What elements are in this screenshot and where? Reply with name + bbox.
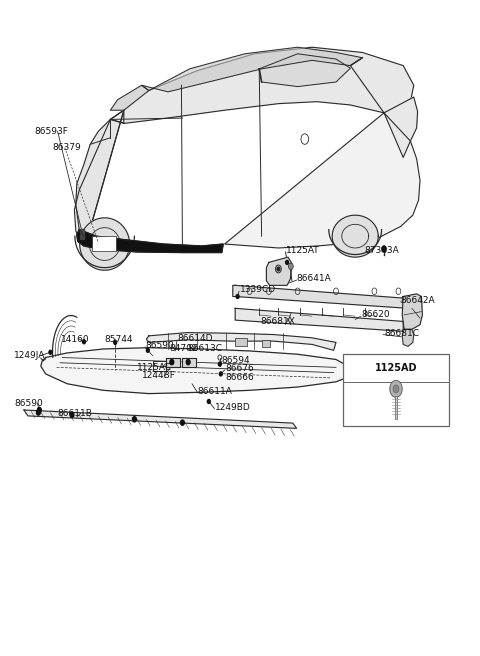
Polygon shape [110, 85, 149, 110]
Text: 86590: 86590 [14, 399, 43, 408]
Circle shape [114, 340, 117, 344]
Circle shape [146, 348, 149, 352]
Circle shape [382, 246, 386, 251]
Text: 1125AT: 1125AT [286, 246, 319, 255]
Polygon shape [41, 348, 350, 394]
Circle shape [288, 263, 293, 270]
Text: 1125AD: 1125AD [375, 363, 417, 373]
Text: 1339CD: 1339CD [240, 285, 276, 295]
Bar [262, 340, 270, 347]
Polygon shape [74, 110, 124, 251]
Circle shape [218, 362, 221, 366]
Text: 1244BF: 1244BF [142, 371, 176, 380]
Circle shape [382, 246, 386, 253]
Circle shape [83, 340, 85, 344]
Circle shape [207, 400, 210, 403]
Text: 86594: 86594 [222, 356, 251, 365]
Polygon shape [384, 97, 418, 157]
Text: 86620: 86620 [361, 310, 390, 319]
Text: 86379: 86379 [53, 143, 82, 152]
Text: 86666: 86666 [226, 373, 254, 382]
Circle shape [393, 385, 399, 393]
Text: 86681X: 86681X [260, 317, 295, 326]
Text: 1125AC: 1125AC [137, 363, 172, 372]
Text: 86681C: 86681C [384, 329, 419, 338]
Text: 86593F: 86593F [35, 127, 69, 136]
Polygon shape [77, 230, 223, 253]
Circle shape [81, 232, 84, 236]
Polygon shape [259, 54, 350, 87]
Bar [92, 236, 116, 251]
Polygon shape [332, 215, 378, 257]
Circle shape [70, 412, 74, 417]
Bar [343, 354, 449, 426]
Text: 86590: 86590 [145, 341, 174, 350]
Polygon shape [76, 110, 124, 251]
Text: 1249JA: 1249JA [14, 351, 46, 360]
Text: 86611A: 86611A [198, 387, 233, 396]
Circle shape [49, 350, 52, 354]
Text: 84702: 84702 [169, 344, 197, 353]
Text: 86613C: 86613C [187, 344, 222, 353]
Circle shape [170, 359, 174, 365]
Text: 87343A: 87343A [365, 246, 399, 255]
Text: 86641A: 86641A [297, 274, 331, 283]
Circle shape [180, 420, 184, 425]
Polygon shape [235, 308, 403, 331]
Polygon shape [233, 285, 410, 308]
Circle shape [286, 260, 288, 264]
Polygon shape [266, 257, 292, 285]
Circle shape [277, 267, 280, 271]
Polygon shape [24, 410, 297, 428]
Text: 1249BD: 1249BD [215, 403, 251, 412]
Circle shape [36, 410, 40, 415]
Circle shape [236, 295, 239, 298]
Polygon shape [182, 358, 196, 367]
Text: 86611B: 86611B [58, 409, 93, 418]
Circle shape [219, 372, 222, 376]
Circle shape [186, 359, 190, 365]
Text: 86614D: 86614D [178, 334, 213, 343]
Bar [235, 338, 247, 346]
Polygon shape [146, 333, 336, 350]
Text: 86676: 86676 [226, 364, 254, 373]
Polygon shape [402, 329, 414, 346]
Text: 86642A: 86642A [401, 296, 435, 305]
Circle shape [132, 417, 136, 422]
Polygon shape [142, 47, 362, 92]
Polygon shape [166, 358, 180, 367]
Polygon shape [402, 294, 422, 329]
Text: 85744: 85744 [105, 335, 133, 344]
Circle shape [390, 380, 402, 398]
Polygon shape [225, 113, 420, 248]
Polygon shape [80, 218, 130, 270]
Text: 14160: 14160 [61, 335, 90, 344]
Circle shape [37, 407, 41, 413]
Polygon shape [110, 47, 414, 123]
